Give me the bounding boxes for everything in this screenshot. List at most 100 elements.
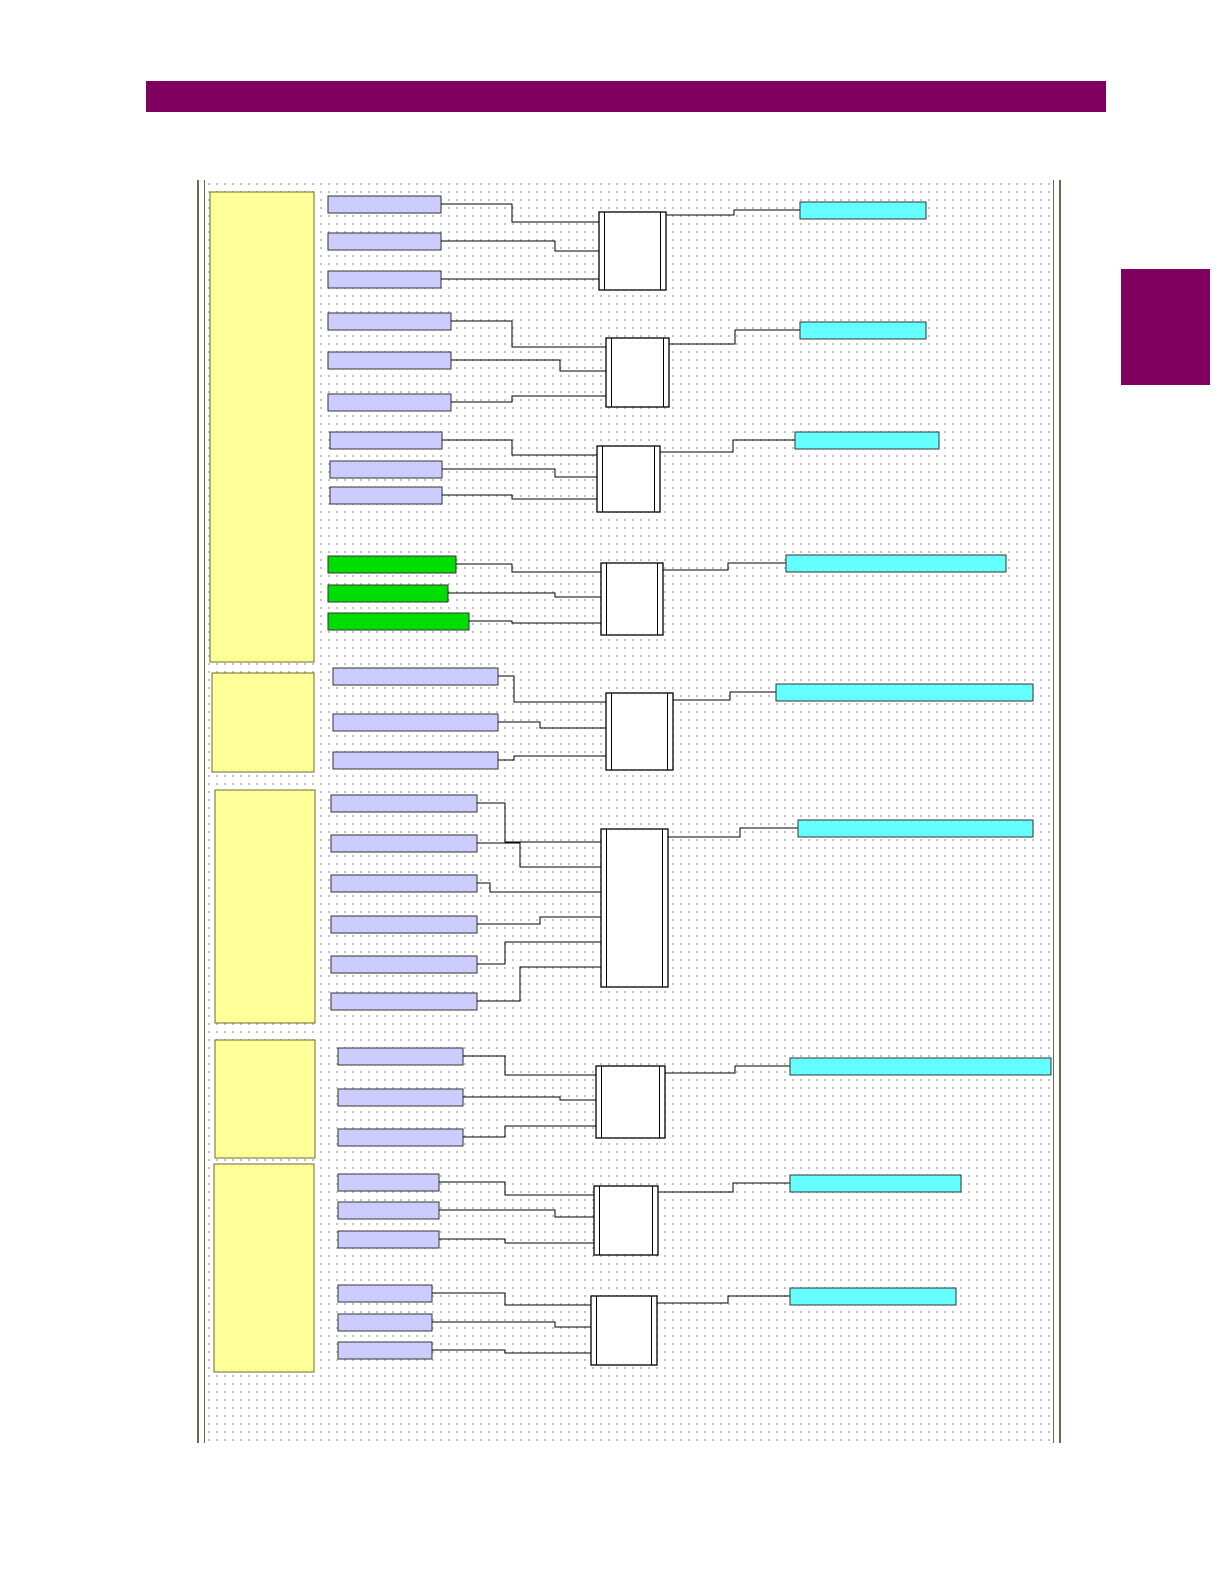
output-operand-box	[799, 321, 927, 340]
output-connector-line	[669, 329, 800, 345]
connector-line	[456, 563, 601, 573]
output-connector-line	[663, 562, 786, 571]
connector-line	[477, 882, 601, 893]
yellow-settings-block	[214, 789, 316, 1024]
logic-gate-box	[590, 1295, 658, 1366]
yellow-settings-block	[213, 1163, 315, 1373]
operand-input-box	[329, 486, 443, 505]
logic-gate-box	[598, 211, 667, 291]
connector-line	[498, 721, 606, 729]
output-connector-line	[666, 209, 800, 216]
operand-input-box	[327, 270, 442, 289]
operand-input-box	[332, 751, 499, 770]
logic-group-4	[327, 554, 1007, 636]
logic-group-1	[327, 195, 927, 291]
operand-input-box	[327, 393, 452, 412]
output-operand-box	[797, 819, 1034, 838]
connector-line	[432, 1349, 591, 1354]
operand-input-box	[332, 667, 499, 686]
output-operand-box	[775, 683, 1034, 702]
logic-group-8	[337, 1173, 962, 1256]
connector-line	[448, 592, 601, 598]
operand-input-box	[337, 1173, 440, 1192]
logic-group-3	[329, 431, 940, 513]
diagram-frame	[197, 180, 1061, 1443]
logic-gate-box	[605, 337, 670, 408]
operand-input-box	[337, 1088, 464, 1107]
connector-line	[432, 1321, 591, 1328]
output-connector-line	[665, 1065, 790, 1074]
gate-outline	[595, 1065, 666, 1139]
connector-line	[469, 620, 601, 624]
logic-gate-box	[605, 692, 674, 771]
operand-input-box	[337, 1128, 464, 1147]
connector-line	[442, 439, 597, 456]
output-operand-box	[799, 201, 927, 220]
operand-input-box-green	[327, 584, 449, 603]
connector-line	[463, 1125, 596, 1138]
logic-gate-box	[593, 1185, 659, 1256]
operand-input-box	[327, 351, 452, 370]
operand-input-box	[327, 195, 442, 214]
connector-line	[451, 359, 606, 372]
gate-outline	[593, 1185, 659, 1256]
connector-line	[498, 675, 606, 703]
yellow-settings-block	[214, 1039, 316, 1159]
chapter-header-bar	[146, 81, 1106, 112]
connector-line	[442, 468, 597, 478]
operand-input-box	[337, 1313, 433, 1332]
operand-input-box	[330, 915, 478, 934]
connector-line	[439, 1181, 594, 1196]
logic-group-5	[332, 667, 1034, 771]
connector-line	[442, 494, 597, 500]
gate-outline	[598, 211, 667, 291]
connector-line	[477, 966, 601, 1002]
operand-input-box-green	[327, 612, 470, 631]
connector-line	[477, 941, 601, 965]
gate-outline	[605, 337, 670, 408]
logic-gate-box	[596, 445, 661, 513]
logic-group-2	[327, 312, 927, 412]
connector-line	[432, 1292, 591, 1306]
connector-line	[463, 1096, 596, 1101]
operand-input-box	[330, 834, 478, 853]
operand-input-box	[337, 1201, 440, 1220]
connector-line	[463, 1055, 596, 1076]
logic-group-9	[337, 1284, 957, 1366]
operand-input-box	[332, 713, 499, 732]
operand-input-box	[330, 992, 478, 1011]
connector-line	[439, 1238, 594, 1244]
output-connector-line	[660, 439, 795, 453]
yellow-settings-block	[211, 672, 315, 773]
output-operand-box	[794, 431, 940, 450]
gate-outline	[600, 828, 669, 988]
yellow-settings-block	[209, 191, 315, 663]
gate-outline	[605, 692, 674, 771]
operand-input-box	[330, 794, 478, 813]
connector-line	[441, 240, 599, 252]
output-connector-line	[668, 827, 798, 838]
gate-outline	[596, 445, 661, 513]
operand-input-box	[329, 460, 443, 479]
operand-input-box	[327, 232, 442, 251]
connector-line	[498, 755, 606, 761]
connector-line	[477, 802, 601, 843]
output-operand-box	[789, 1174, 962, 1193]
yellow-settings-blocks	[209, 191, 316, 1373]
gate-outline	[590, 1295, 658, 1366]
operand-input-box	[337, 1284, 433, 1303]
logic-gate-box	[600, 828, 669, 988]
operand-input-box	[327, 312, 452, 331]
operand-input-box-green	[327, 555, 457, 574]
logic-group-6	[330, 794, 1034, 1011]
connector-line	[439, 1209, 594, 1218]
output-connector-line	[673, 691, 776, 701]
logic-gate-box	[600, 562, 664, 636]
connector-line	[441, 203, 599, 223]
connector-line	[477, 842, 601, 868]
operand-input-box	[330, 874, 478, 893]
output-connector-line	[658, 1182, 790, 1193]
operand-input-box	[337, 1230, 440, 1249]
